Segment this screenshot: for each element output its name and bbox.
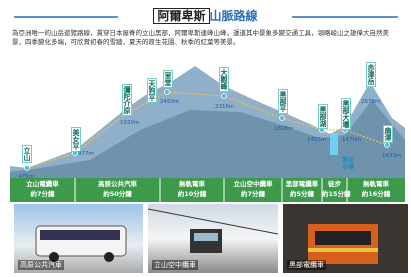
station-name: 黑部湖 — [318, 104, 328, 129]
photo: 立山空中纜車 — [148, 204, 278, 273]
segment-transport: 立山電纜車 — [10, 179, 75, 189]
station-name: 扇澤 — [383, 125, 393, 143]
station-dot — [385, 143, 390, 148]
segment-transport: 高原公共汽車 — [75, 179, 160, 189]
transport-segment: 無軌電車約10分鐘 — [160, 179, 224, 201]
segment-transport: 立山空中纜車 — [224, 179, 282, 189]
photo-caption: 高原公共汽車 — [18, 260, 64, 270]
description: 為亞洲唯一的山岳遊覽路線，貫穿日本屋脊的立山黑部，阿爾卑斯連峰山峰，運道其中景象… — [12, 29, 400, 47]
transport-segment: 立山電纜車約7分鐘 — [10, 179, 75, 201]
station-name: 美女平 — [71, 127, 81, 152]
title-rest: 山脈路線 — [210, 9, 258, 23]
station-name: 黑部大壩 — [341, 98, 351, 130]
dam-label: 黑部水壩 — [340, 157, 356, 171]
segment-transport: 黑部電纜車 — [282, 179, 322, 189]
segment-time: 約7分鐘 — [10, 189, 75, 199]
segment-time: 約50分鐘 — [75, 189, 160, 199]
title-boxed: 阿爾卑斯 — [153, 8, 209, 24]
station-name: 彌陀介原 — [122, 84, 132, 116]
segment-time: 約16分鐘 — [347, 189, 405, 199]
station-dot — [280, 116, 285, 121]
station-elevation: 1433m — [382, 153, 401, 159]
transport-segment: 黑部電纜車約5分鐘 — [282, 179, 322, 201]
station-name: 大觀峰 — [219, 67, 229, 92]
transport-segment: 高原公共汽車約50分鐘 — [75, 179, 160, 201]
segment-time: 約15分鐘 — [322, 189, 347, 199]
photo: 黑部電纜車 — [283, 204, 408, 273]
station-dot — [165, 90, 170, 95]
segment-transport: 徒步 — [322, 179, 347, 189]
station-dot — [222, 94, 227, 99]
station-name: 室堂 — [163, 70, 173, 88]
station-name: 赤澤岳 — [366, 62, 376, 87]
station-dot — [25, 166, 30, 171]
photo-caption: 立山空中纜車 — [152, 260, 198, 270]
title: 阿爾卑斯山脈路線 — [0, 7, 411, 24]
photo-caption: 黑部電纜車 — [287, 260, 326, 270]
segment-transport: 無軌電車 — [347, 179, 405, 189]
station-elevation: 2678m — [361, 99, 380, 105]
station-name: 天狗平 — [147, 78, 157, 103]
station-elevation: 2450m — [160, 99, 179, 105]
station-name: 立山 — [22, 145, 32, 163]
transport-segment: 無軌電車約16分鐘 — [347, 179, 405, 201]
station-elevation: 1930m — [120, 120, 139, 126]
station-elevation: 2316m — [215, 104, 234, 110]
segment-time: 約10分鐘 — [160, 189, 224, 199]
station-elevation: 1470m — [342, 137, 361, 143]
transport-segment: 立山空中纜車約7分鐘 — [224, 179, 282, 201]
station-elevation: 1455m — [307, 137, 326, 143]
segment-time: 約7分鐘 — [224, 189, 282, 199]
segment-transport: 無軌電車 — [160, 179, 224, 189]
transport-segment: 徒步約15分鐘 — [322, 179, 347, 201]
photo: 高原公共汽車 — [14, 204, 143, 273]
station-elevation: 977m — [78, 151, 94, 157]
page: 阿爾卑斯山脈路線 為亞洲唯一的山岳遊覽路線，貫穿日本屋脊的立山黑部，阿爾卑斯連峰… — [0, 0, 411, 277]
segment-time: 約5分鐘 — [282, 189, 322, 199]
station-name: 黑部平 — [278, 89, 288, 114]
station-elevation: 1828m — [274, 126, 293, 132]
